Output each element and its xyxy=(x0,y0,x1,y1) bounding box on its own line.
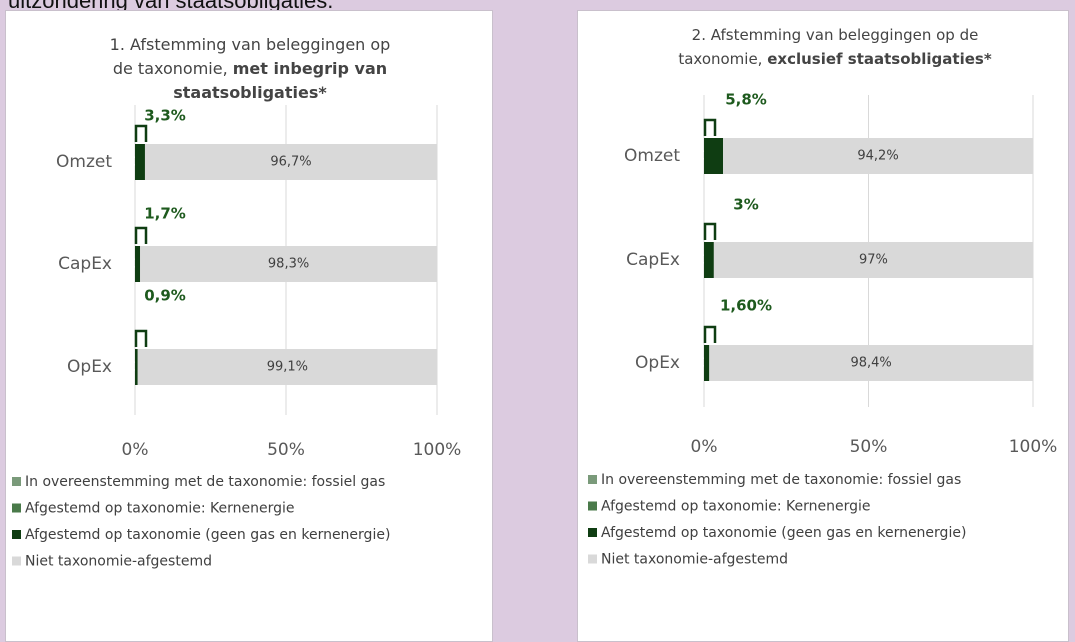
legend-swatch xyxy=(588,554,597,564)
bar-segment xyxy=(135,246,141,282)
x-tick-label: 100% xyxy=(413,440,462,460)
data-label: 98,3% xyxy=(268,257,309,272)
data-label: 1,60% xyxy=(720,297,772,315)
title-emphasis: exclusief staatsobligaties* xyxy=(767,50,992,68)
legend-label: Afgestemd op taxonomie (geen gas en kern… xyxy=(25,527,390,543)
data-label: 96,7% xyxy=(270,155,311,170)
x-tick-label: 0% xyxy=(691,437,718,457)
data-label: 3,3% xyxy=(144,107,186,125)
label-leader xyxy=(703,118,717,136)
bar-segment xyxy=(704,242,714,278)
bar-segment xyxy=(704,138,724,174)
legend-swatch xyxy=(12,503,21,513)
label-leader xyxy=(134,329,148,347)
label-leader xyxy=(703,222,717,240)
panel xyxy=(5,10,493,642)
legend-swatch xyxy=(588,475,597,484)
legend-swatch xyxy=(12,477,21,486)
bar-segment xyxy=(135,349,138,385)
bar-segment xyxy=(713,242,1033,278)
bar-segment xyxy=(704,345,710,381)
bar-segment xyxy=(723,138,1033,174)
y-tick-label: OpEx xyxy=(635,353,680,373)
legend-swatch xyxy=(12,556,21,566)
legend-label: Niet taxonomie-afgestemd xyxy=(25,554,212,570)
legend-swatch xyxy=(588,528,597,537)
bar-segment xyxy=(709,345,1033,381)
data-label: 97% xyxy=(859,253,888,268)
x-tick-label: 0% xyxy=(122,440,149,460)
legend-swatch xyxy=(12,530,21,539)
data-label: 98,4% xyxy=(850,356,891,371)
legend-label: Afgestemd op taxonomie: Kernenergie xyxy=(25,501,295,517)
y-tick-label: Omzet xyxy=(56,152,112,172)
legend-label: Afgestemd op taxonomie (geen gas en kern… xyxy=(601,525,966,541)
x-tick-label: 50% xyxy=(267,440,305,460)
y-tick-label: OpEx xyxy=(67,357,112,377)
y-tick-label: Omzet xyxy=(624,146,680,166)
bar-segment xyxy=(135,144,145,180)
chart-title: 1. Afstemming van beleggingen op de taxo… xyxy=(100,33,400,105)
y-tick-label: CapEx xyxy=(58,254,112,274)
title-text: 1. Afstemming van beleggingen op de taxo… xyxy=(109,35,391,78)
legend-swatch xyxy=(588,501,597,511)
title-text: 2. Afstemming van beleggingen op de taxo… xyxy=(678,26,979,68)
legend-label: Afgestemd op taxonomie: Kernenergie xyxy=(601,499,871,515)
data-label: 99,1% xyxy=(267,360,308,375)
title-emphasis: met inbegrip van staatsobligaties* xyxy=(173,59,388,102)
label-leader xyxy=(703,325,717,343)
y-tick-label: CapEx xyxy=(626,250,680,270)
data-label: 1,7% xyxy=(144,205,186,223)
data-label: 5,8% xyxy=(725,91,767,109)
x-tick-label: 100% xyxy=(1009,437,1058,457)
legend-label: In overeenstemming met de taxonomie: fos… xyxy=(25,474,385,490)
x-tick-label: 50% xyxy=(850,437,888,457)
legend-label: Niet taxonomie-afgestemd xyxy=(601,552,788,568)
charts: 0%50%100%Omzet0%0%3,3%96,7%CapEx0%0%1,7%… xyxy=(12,91,1058,570)
chart-title: 2. Afstemming van beleggingen op de taxo… xyxy=(650,23,1020,71)
data-label: 0,9% xyxy=(144,287,186,305)
page: uitzondering van staatsobligaties. 1. Af… xyxy=(5,0,1069,642)
panel xyxy=(577,10,1069,642)
label-leader xyxy=(134,226,148,244)
label-leader xyxy=(134,124,148,142)
intro-text: uitzondering van staatsobligaties. xyxy=(8,0,334,13)
data-label: 94,2% xyxy=(857,149,898,164)
bar-segment xyxy=(137,349,437,385)
legend-label: In overeenstemming met de taxonomie: fos… xyxy=(601,472,961,488)
bar-segment xyxy=(144,144,437,180)
bar-segment xyxy=(140,246,437,282)
data-label: 3% xyxy=(733,196,758,214)
